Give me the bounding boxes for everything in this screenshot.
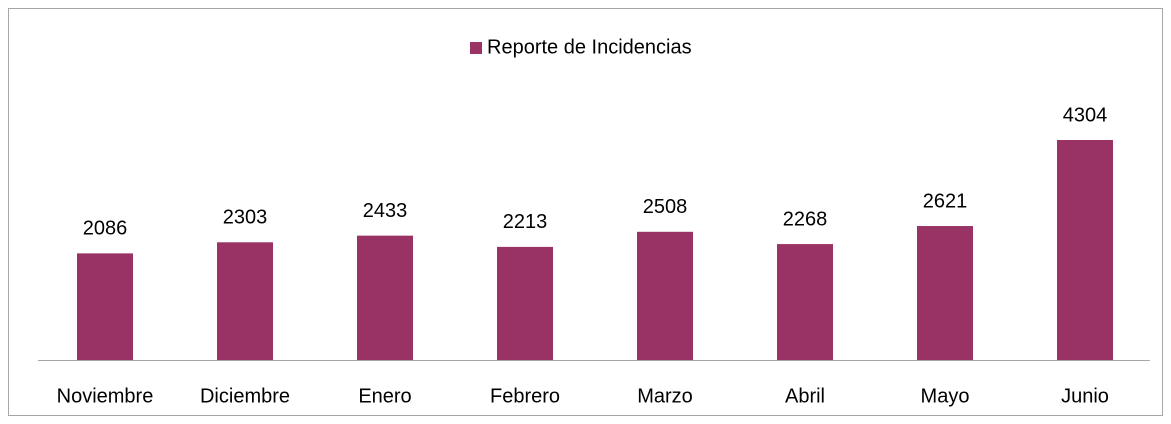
- data-label: 2621: [923, 190, 968, 212]
- x-tick-label: Enero: [358, 385, 411, 407]
- x-tick-label: Marzo: [637, 385, 693, 407]
- bar: [777, 244, 833, 360]
- bar: [637, 231, 693, 360]
- bar: [1057, 140, 1113, 360]
- chart-border: [8, 8, 1163, 416]
- data-label: 2086: [83, 218, 128, 240]
- bar: [357, 235, 413, 360]
- data-label: 2213: [503, 211, 548, 233]
- bar: [217, 242, 273, 360]
- x-tick-label: Febrero: [490, 385, 560, 407]
- x-tick-label: Diciembre: [200, 385, 290, 407]
- data-label: 2508: [643, 196, 688, 218]
- x-tick-label: Abril: [785, 385, 825, 407]
- data-label: 4304: [1063, 104, 1108, 126]
- bar: [77, 253, 133, 360]
- data-label: 2303: [223, 207, 268, 229]
- data-label: 2268: [783, 208, 828, 230]
- data-label: 2433: [363, 200, 408, 222]
- bar: [917, 226, 973, 360]
- x-tick-label: Noviembre: [57, 385, 154, 407]
- x-tick-label: Mayo: [921, 385, 970, 407]
- x-tick-label: Junio: [1061, 385, 1109, 407]
- legend-swatch: [470, 42, 482, 54]
- legend-label: Reporte de Incidencias: [487, 36, 692, 58]
- bar: [497, 246, 553, 360]
